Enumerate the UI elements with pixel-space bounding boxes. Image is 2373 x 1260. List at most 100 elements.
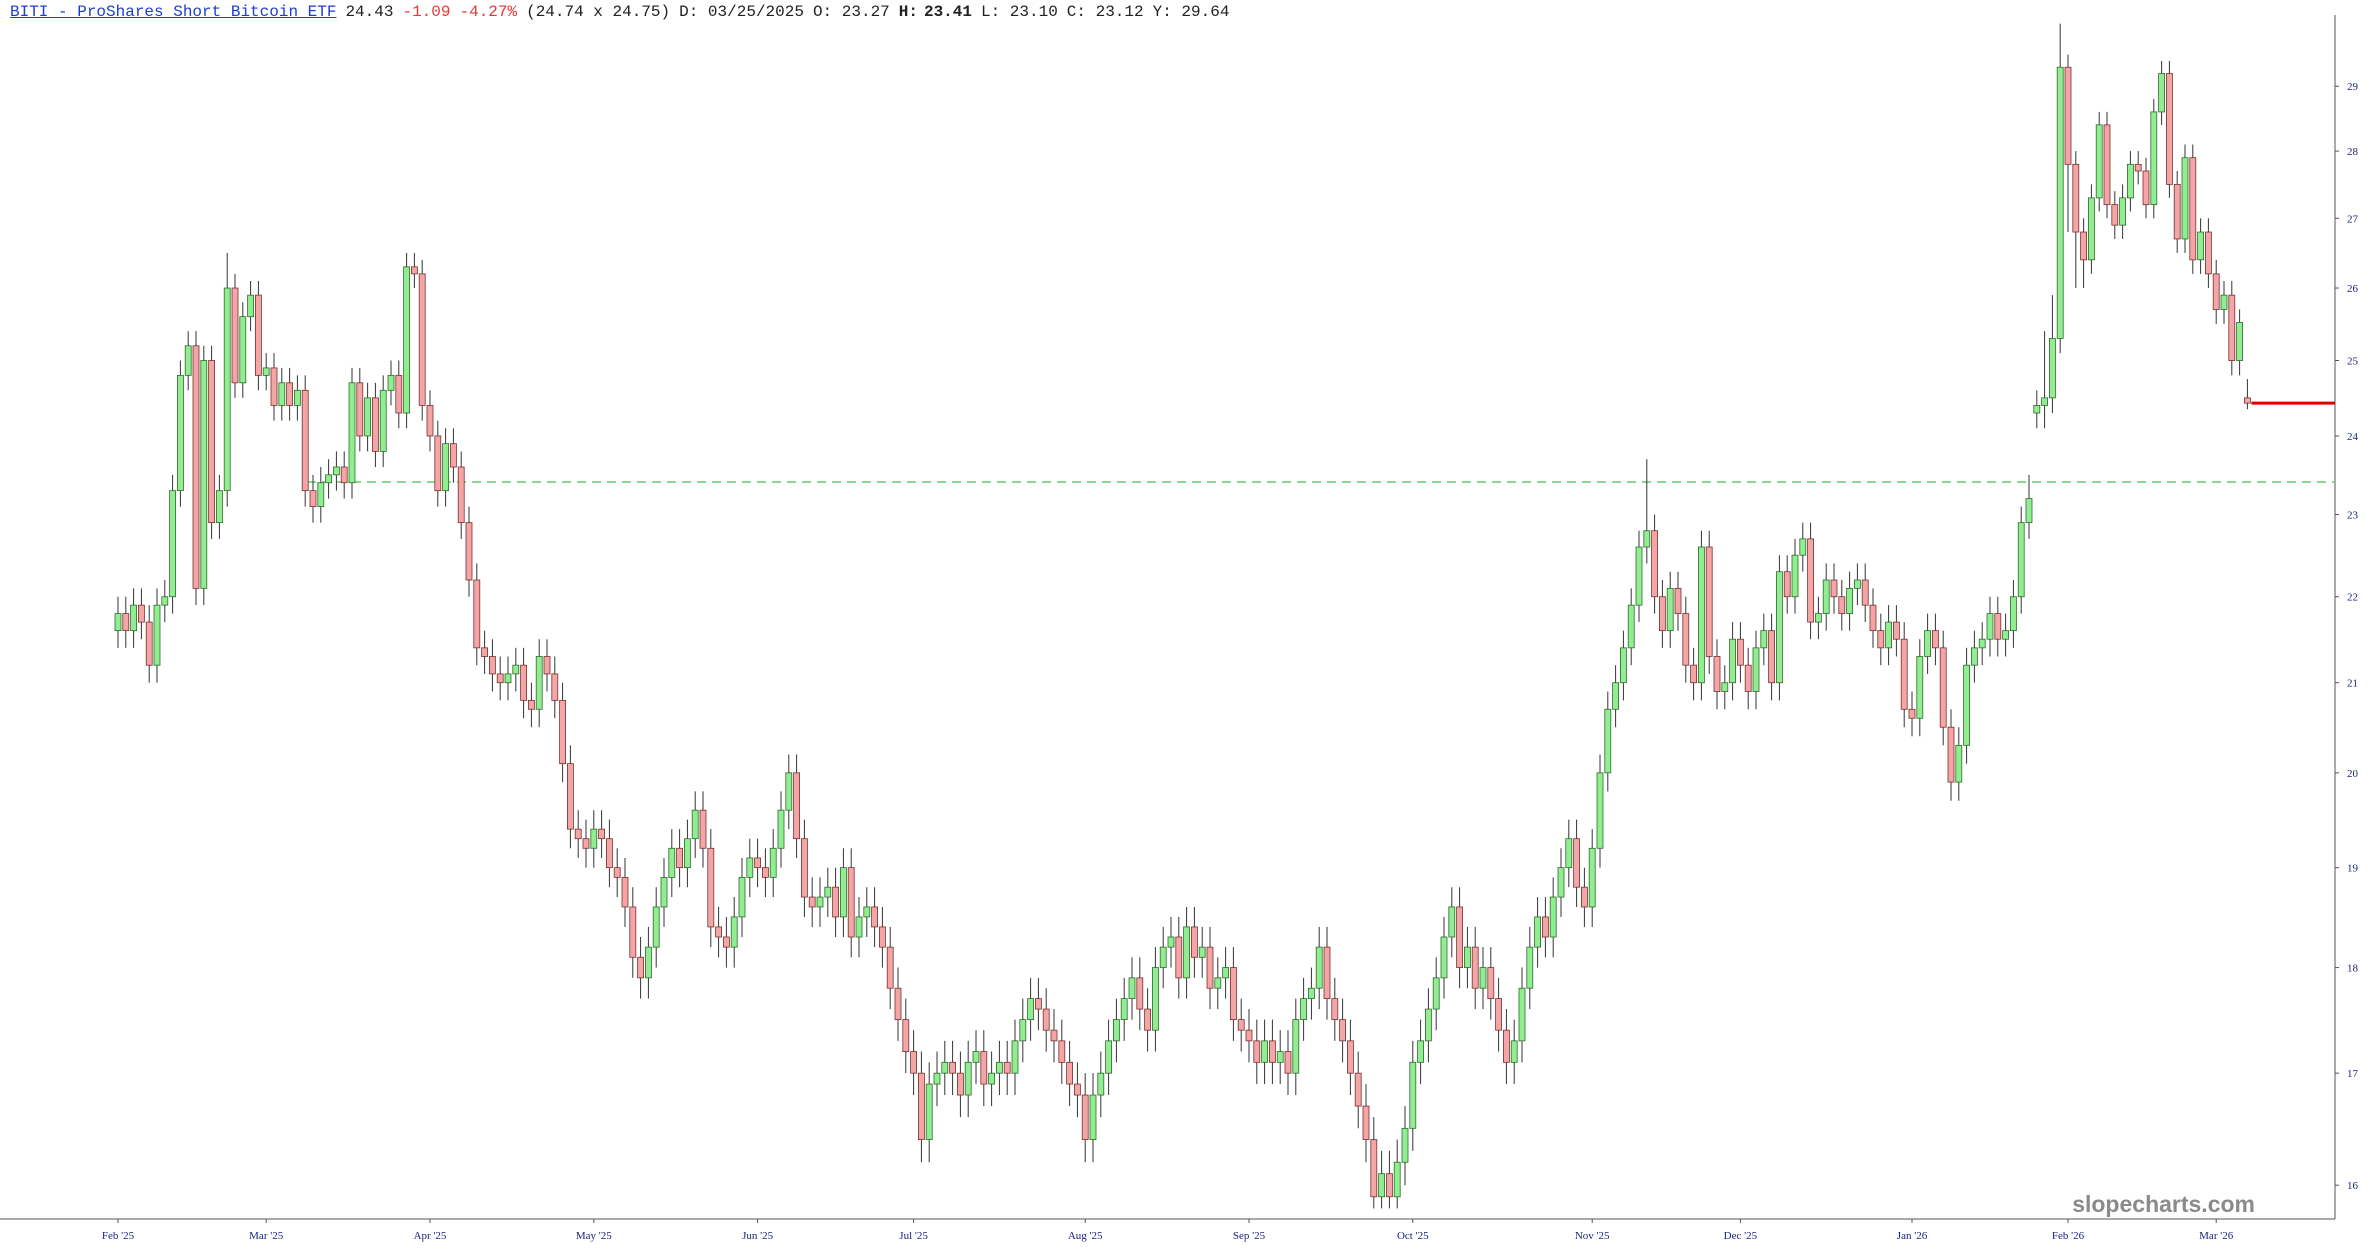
candle-body — [122, 613, 130, 632]
candle-body — [871, 906, 878, 928]
candle-body — [223, 287, 231, 492]
candle-body — [1245, 1029, 1253, 1042]
candle-body — [1191, 926, 1198, 958]
x-tick-label: May '25 — [576, 1230, 612, 1242]
candle-body — [1783, 571, 1791, 598]
candle-body — [137, 604, 145, 623]
candle-body — [465, 522, 473, 581]
candle-body — [293, 389, 301, 406]
candle-body — [816, 896, 824, 908]
candle-body — [699, 809, 707, 849]
candle-body — [1604, 708, 1612, 774]
low: L: 23.10 — [980, 3, 1058, 21]
candle-body — [2025, 498, 2033, 524]
candle-body — [2010, 596, 2017, 632]
candle-body — [902, 1019, 910, 1052]
candle-body — [808, 896, 816, 908]
candle-body — [1362, 1105, 1370, 1140]
candle-body — [1588, 847, 1596, 908]
candle-body — [559, 699, 566, 765]
candle-body — [1854, 579, 1861, 589]
candle-body — [247, 294, 255, 318]
candle-body — [309, 490, 317, 507]
candle-body — [176, 374, 184, 492]
candle-body — [1448, 906, 1456, 938]
candle-body — [1698, 546, 1705, 684]
last-price: 24.43 — [345, 3, 394, 21]
candle-body — [356, 382, 364, 437]
candle-body — [910, 1051, 917, 1074]
y-tick-label: 19 — [2347, 863, 2359, 875]
candle-body — [723, 936, 730, 948]
candle-body — [340, 466, 348, 484]
candle-body — [567, 763, 574, 830]
x-tick-label: Jul '25 — [899, 1230, 928, 1242]
candle-body — [746, 857, 754, 878]
candle-body — [2002, 630, 2009, 640]
y-tick-label: 16 — [2347, 1180, 2359, 1192]
candle-body — [1534, 916, 1541, 948]
candle-body — [1308, 987, 1315, 1000]
candle-body — [1612, 682, 1619, 710]
candle-body — [1971, 647, 1978, 666]
candle-body — [442, 443, 450, 492]
candle-body — [1097, 1072, 1105, 1096]
candle-body — [2080, 231, 2088, 261]
candle-body — [840, 867, 847, 918]
candle-body — [2119, 197, 2127, 226]
candle-body — [145, 621, 153, 666]
x-tick-label: Feb '25 — [102, 1230, 135, 1242]
candle-body — [1066, 1061, 1073, 1085]
candle-body — [488, 656, 496, 675]
candle-body — [1807, 538, 1814, 623]
candle-body — [1393, 1161, 1401, 1198]
candle-body — [1276, 1051, 1284, 1063]
candle-body — [1417, 1040, 1424, 1063]
candle-body — [2197, 231, 2205, 261]
candle-body — [613, 867, 621, 878]
candle-body — [652, 906, 660, 948]
candle-body — [169, 490, 177, 598]
candle-body — [2103, 124, 2111, 206]
candle-body — [1409, 1061, 1417, 1129]
x-tick-label: Jun '25 — [742, 1230, 774, 1242]
candle-body — [660, 876, 668, 908]
candle-body — [200, 360, 208, 589]
candle-body — [1830, 579, 1838, 598]
candle-body — [730, 916, 738, 948]
candle-body — [1900, 638, 1908, 710]
candle-body — [1596, 772, 1604, 849]
candle-body — [1666, 587, 1674, 632]
candle-body — [1549, 896, 1557, 938]
candle-body — [957, 1072, 964, 1096]
candle-body — [231, 287, 239, 384]
candle-body — [886, 946, 894, 989]
candle-body — [1354, 1072, 1362, 1107]
candle-body — [1557, 867, 1565, 898]
candle-body — [1627, 604, 1635, 649]
candle-body — [1635, 546, 1643, 606]
x-tick-label: Oct '25 — [1397, 1230, 1429, 1242]
candle-body — [590, 828, 598, 849]
candle-body — [1347, 1040, 1354, 1074]
candle-body — [988, 1072, 995, 1085]
candle-body — [325, 474, 333, 484]
symbol-link[interactable]: BITI - ProShares Short Bitcoin ETF — [10, 3, 337, 21]
candle-body — [1425, 1008, 1432, 1042]
candle-body — [1058, 1040, 1066, 1063]
candle-body — [1183, 926, 1190, 979]
candle-body — [1386, 1173, 1393, 1198]
candle-body — [1222, 967, 1229, 979]
candle-body — [1120, 998, 1128, 1021]
candle-body — [1908, 708, 1916, 719]
candle-body — [1955, 744, 1963, 783]
candle-body — [184, 345, 192, 376]
candle-body — [1027, 998, 1034, 1021]
candle-body — [762, 867, 769, 878]
candle-body — [621, 876, 629, 908]
x-tick-label: Sep '25 — [1233, 1230, 1266, 1242]
candle-body — [1721, 682, 1729, 692]
candle-body — [1846, 587, 1853, 615]
candle-body — [1464, 946, 1471, 968]
candle-body — [1495, 998, 1502, 1031]
